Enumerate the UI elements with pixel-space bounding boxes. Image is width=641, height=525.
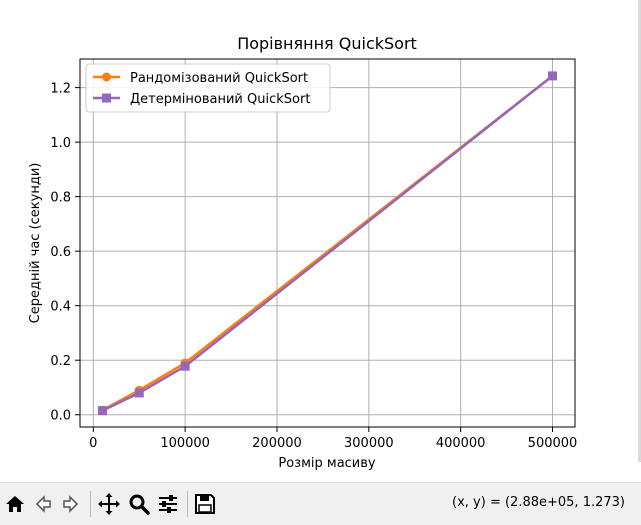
chart-title: Порівняння QuickSort <box>237 34 417 53</box>
y-tick-label: 0.2 <box>50 354 71 369</box>
forward-button[interactable] <box>57 490 85 518</box>
series-line-1 <box>101 74 554 412</box>
figure-canvas[interactable]: 0 100000 200000 300000 400000 500000 0.0 0.2 0.4… <box>0 0 641 482</box>
data-point-series-2 <box>98 406 107 416</box>
chart: 0 100000 200000 300000 400000 500000 0.0 0.2 0.4… <box>28 34 577 471</box>
y-tick-label: 0.8 <box>50 191 71 206</box>
save-icon <box>195 494 215 514</box>
legend: Рандомізований QuickSort Детермінований Q… <box>85 63 331 113</box>
window-edge <box>638 0 641 462</box>
toolbar-separator <box>187 491 188 517</box>
x-tick-label: 100000 <box>160 436 210 451</box>
y-axis-label: Середній час (секунди) <box>28 163 43 324</box>
save-button[interactable] <box>191 490 219 518</box>
y-tick-label: 0.4 <box>50 300 71 315</box>
navigation-toolbar: (x, y) = (2.88e+05, 1.273) <box>0 482 641 525</box>
x-tick-label: 400000 <box>436 436 486 451</box>
x-tick-label: 500000 <box>528 436 578 451</box>
series-line-2 <box>101 74 554 412</box>
pan-button[interactable] <box>95 490 123 518</box>
x-axis-label: Розмір масиву <box>278 456 376 471</box>
legend-label-2: Детермінований QuickSort <box>130 92 310 107</box>
legend-box <box>85 63 331 113</box>
legend-label-1: Рандомізований QuickSort <box>130 71 308 86</box>
zoom-button[interactable] <box>125 490 153 518</box>
y-tick-label: 0.6 <box>50 245 71 260</box>
configure-subplots-button[interactable] <box>154 490 182 518</box>
legend-marker-1 <box>102 72 111 82</box>
plot-frame <box>79 58 576 428</box>
back-arrow-icon <box>35 495 51 513</box>
data-point-series-2 <box>180 361 190 371</box>
pan-icon <box>98 493 120 515</box>
configure-subplots-icon <box>159 495 177 513</box>
data-point-series-2 <box>548 71 557 81</box>
zoom-icon <box>129 494 150 515</box>
y-tick-label: 0.0 <box>50 409 71 424</box>
forward-arrow-icon <box>63 495 79 513</box>
home-button[interactable] <box>1 490 29 518</box>
toolbar-separator <box>90 491 91 517</box>
x-tick-label: 0 <box>89 436 97 451</box>
y-tick-label: 1.2 <box>50 82 71 97</box>
legend-marker-2 <box>102 93 111 103</box>
x-tick-label: 300000 <box>344 436 394 451</box>
x-tick-label: 200000 <box>252 436 302 451</box>
axes-layer: 0 100000 200000 300000 400000 500000 0.0 0.2 0.4… <box>50 82 577 451</box>
plot-background <box>80 59 575 427</box>
series-layer <box>98 71 557 416</box>
y-tick-label: 1.0 <box>50 136 71 151</box>
data-point-series-2 <box>134 388 144 398</box>
home-icon <box>6 496 24 512</box>
cursor-coordinates: (x, y) = (2.88e+05, 1.273) <box>452 495 625 510</box>
back-button[interactable] <box>29 490 57 518</box>
